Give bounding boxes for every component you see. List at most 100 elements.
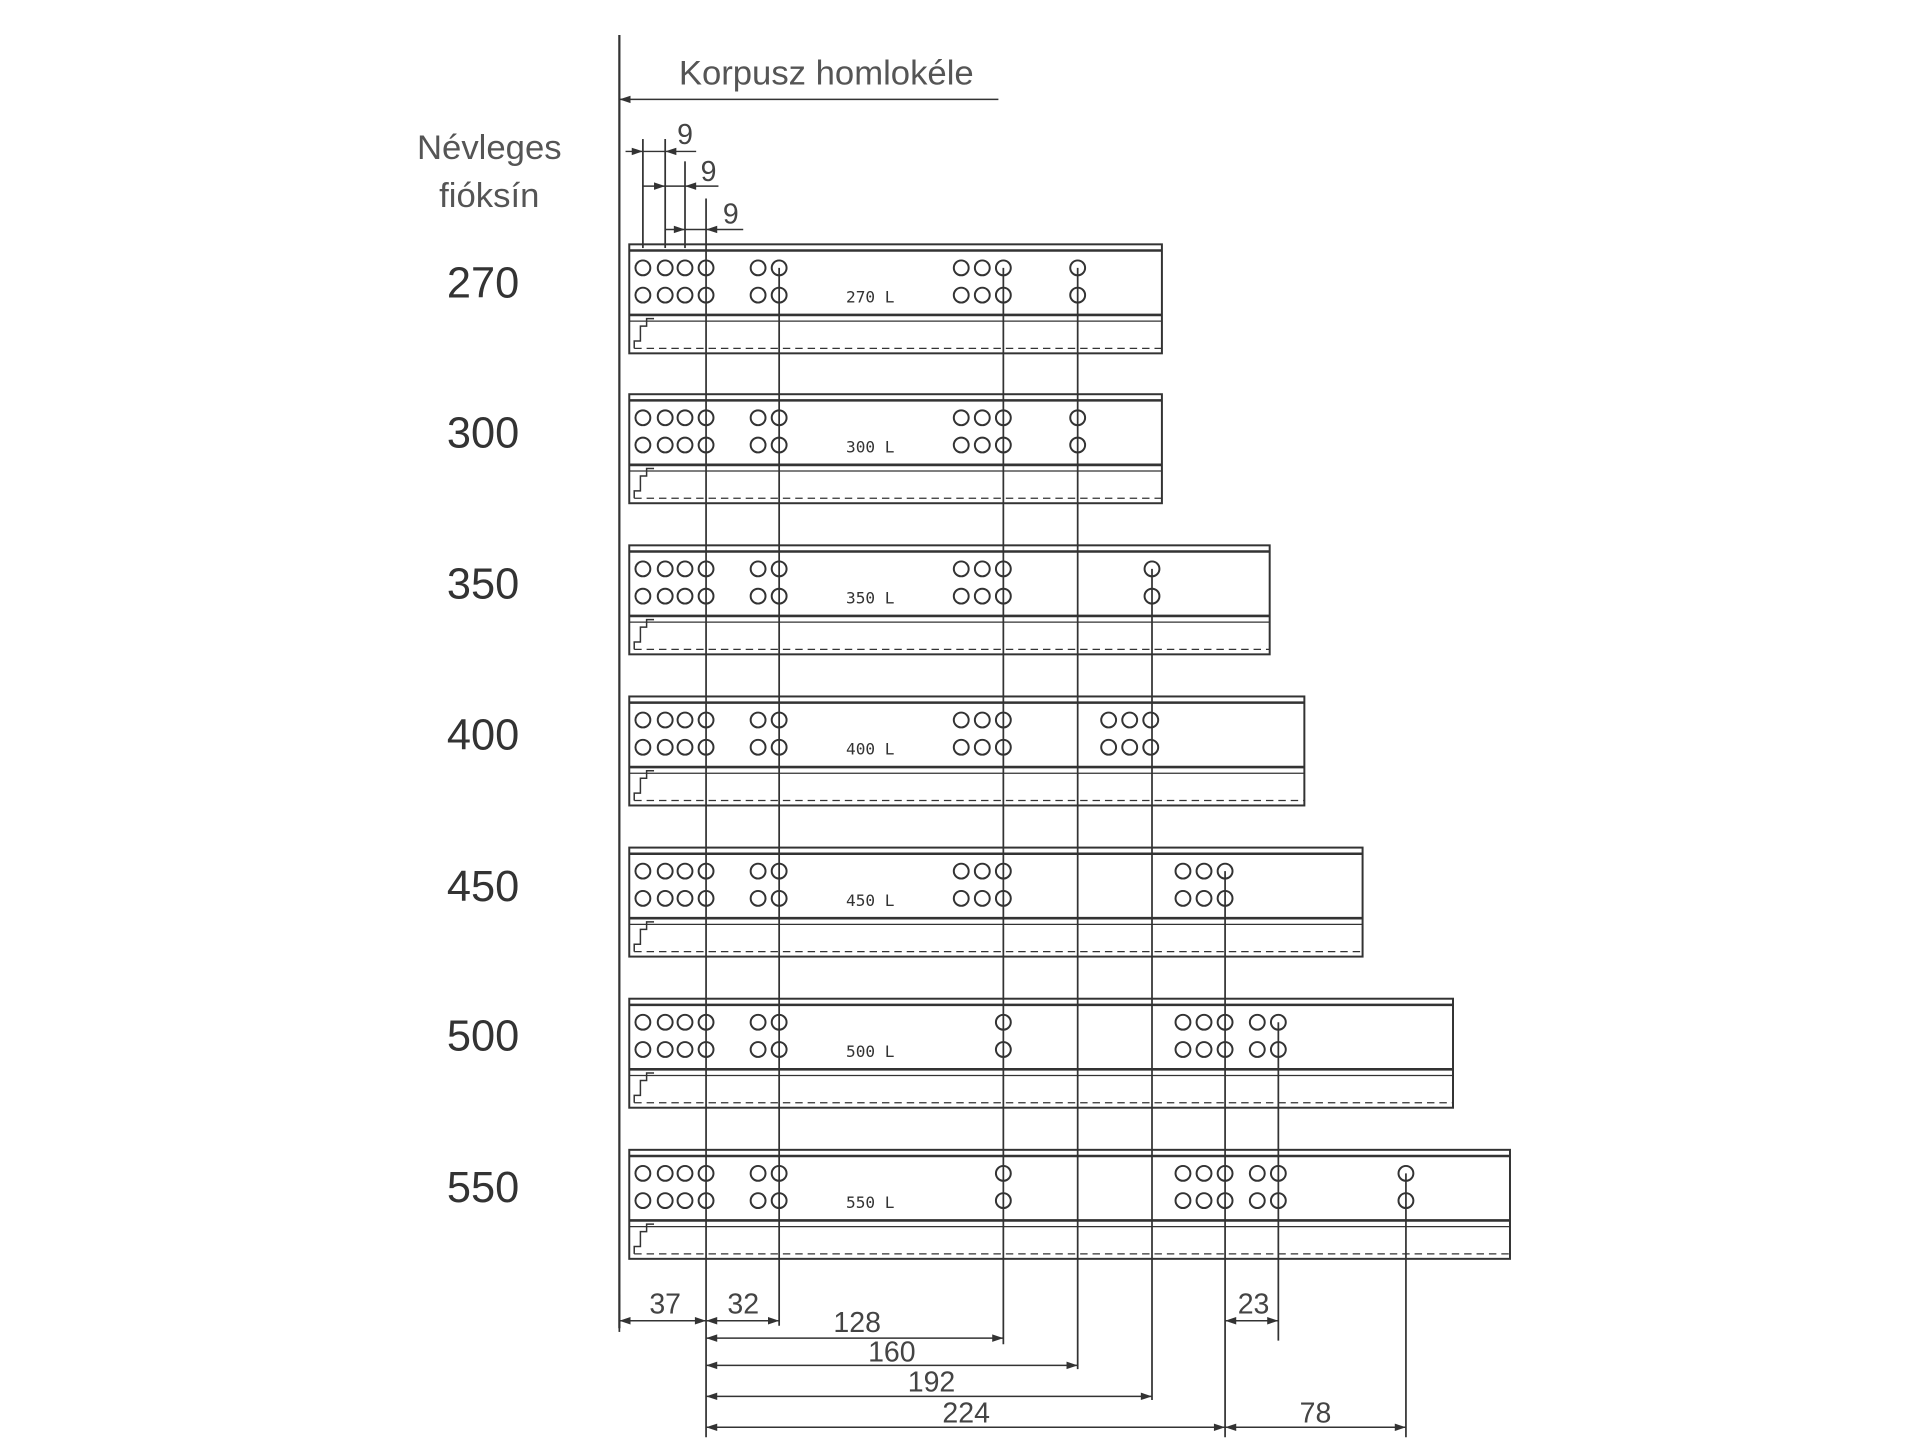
mounting-hole [749, 560, 767, 578]
dim-224-arrow-start [706, 1423, 718, 1432]
mounting-hole [749, 1164, 767, 1182]
dim-78-arrow-start [1225, 1423, 1237, 1432]
mounting-hole [749, 862, 767, 880]
mounting-hole [656, 587, 674, 605]
rail-end-stop [633, 1072, 655, 1103]
mounting-hole [1248, 1013, 1266, 1031]
dim-224-label: 224 [942, 1397, 990, 1429]
pitch-dim-1-label: 9 [677, 119, 693, 151]
mounting-hole [749, 436, 767, 454]
mounting-hole [656, 1041, 674, 1058]
mounting-hole [634, 409, 652, 427]
rail-mark-450: 450 L [846, 891, 894, 910]
mounting-hole [952, 587, 970, 605]
mounting-hole [634, 436, 652, 454]
mounting-hole [749, 738, 767, 756]
mounting-hole [1121, 711, 1139, 729]
dim-224-arrow-end [1213, 1423, 1226, 1432]
mounting-hole [973, 286, 991, 304]
mounting-hole [749, 286, 767, 304]
mounting-hole [952, 560, 970, 578]
nominal-label-line2: fióksín [439, 177, 539, 215]
nominal-size-550: 550 [447, 1164, 519, 1212]
mounting-hole [676, 409, 694, 427]
mounting-hole [656, 862, 674, 880]
dim-23-label: 23 [1238, 1288, 1270, 1320]
mounting-hole [676, 587, 694, 605]
mounting-hole [1174, 1192, 1192, 1210]
rail-mark-400: 400 L [846, 740, 894, 759]
rail-end-stop [633, 921, 655, 952]
rail-body-270 [628, 243, 1163, 355]
mounting-hole [697, 286, 715, 304]
mounting-hole [1195, 1164, 1213, 1182]
rail-end-stop [633, 770, 655, 801]
mounting-hole [749, 1041, 767, 1058]
mounting-hole [656, 286, 674, 304]
mounting-hole [656, 1164, 674, 1182]
dim-192-label: 192 [908, 1366, 956, 1398]
mounting-hole [697, 409, 715, 427]
mounting-hole [973, 889, 991, 907]
rail-end-stop [633, 317, 655, 349]
rail-mark-550: 550 L [846, 1193, 894, 1212]
nominal-size-400: 400 [447, 712, 519, 760]
mounting-hole [656, 738, 674, 756]
nominal-size-500: 500 [447, 1013, 519, 1061]
mounting-hole [634, 862, 652, 880]
mounting-hole [656, 560, 674, 578]
dim-32-label: 32 [727, 1288, 759, 1320]
mounting-hole [634, 711, 652, 729]
mounting-hole [1100, 738, 1118, 756]
mounting-hole [952, 259, 970, 277]
mounting-hole [973, 587, 991, 605]
mounting-hole [656, 409, 674, 427]
dim-160-arrow-start [706, 1361, 718, 1370]
dim-160-label: 160 [868, 1337, 916, 1369]
mounting-hole [973, 259, 991, 277]
mounting-hole [973, 711, 991, 729]
dim-192-arrow-start [706, 1392, 718, 1401]
dim-78-arrow-end [1394, 1423, 1406, 1432]
mounting-hole [634, 889, 652, 907]
mounting-hole [749, 587, 767, 605]
mounting-hole [749, 1192, 767, 1210]
pitch-dim-3-label: 9 [723, 198, 739, 230]
mounting-hole [676, 738, 694, 756]
mounting-hole [697, 1013, 715, 1031]
mounting-hole [1121, 738, 1139, 756]
mounting-hole [656, 259, 674, 277]
mounting-hole [676, 711, 694, 729]
nominal-size-450: 450 [447, 863, 519, 911]
rail-body-450 [628, 846, 1364, 958]
mounting-hole [634, 1013, 652, 1031]
a [631, 147, 643, 156]
mounting-hole [676, 1041, 694, 1058]
mounting-hole [697, 436, 715, 454]
mounting-hole [1195, 889, 1213, 907]
nominal-size-300: 300 [447, 409, 519, 457]
mounting-hole [676, 1013, 694, 1031]
mounting-hole [973, 862, 991, 880]
mounting-hole [952, 738, 970, 756]
dim-37-arrow-end [694, 1317, 707, 1325]
mounting-hole [697, 259, 715, 277]
mounting-hole [1174, 1164, 1192, 1182]
mounting-hole [749, 259, 767, 277]
mounting-hole [697, 889, 715, 907]
nominal-label-line1: Névleges [417, 129, 562, 167]
mounting-hole [1100, 711, 1118, 729]
dim-32-arrow-start [706, 1317, 718, 1325]
dim-128-label: 128 [833, 1307, 881, 1339]
mounting-hole [973, 409, 991, 427]
a [673, 225, 686, 234]
mounting-hole [697, 1192, 715, 1210]
a [706, 225, 718, 234]
mounting-hole [697, 1041, 715, 1058]
dim-37-arrow-start [619, 1317, 631, 1325]
mounting-hole [697, 587, 715, 605]
dim-37-label: 37 [649, 1288, 681, 1320]
rail-body-400 [628, 695, 1306, 807]
mounting-hole [749, 1013, 767, 1031]
